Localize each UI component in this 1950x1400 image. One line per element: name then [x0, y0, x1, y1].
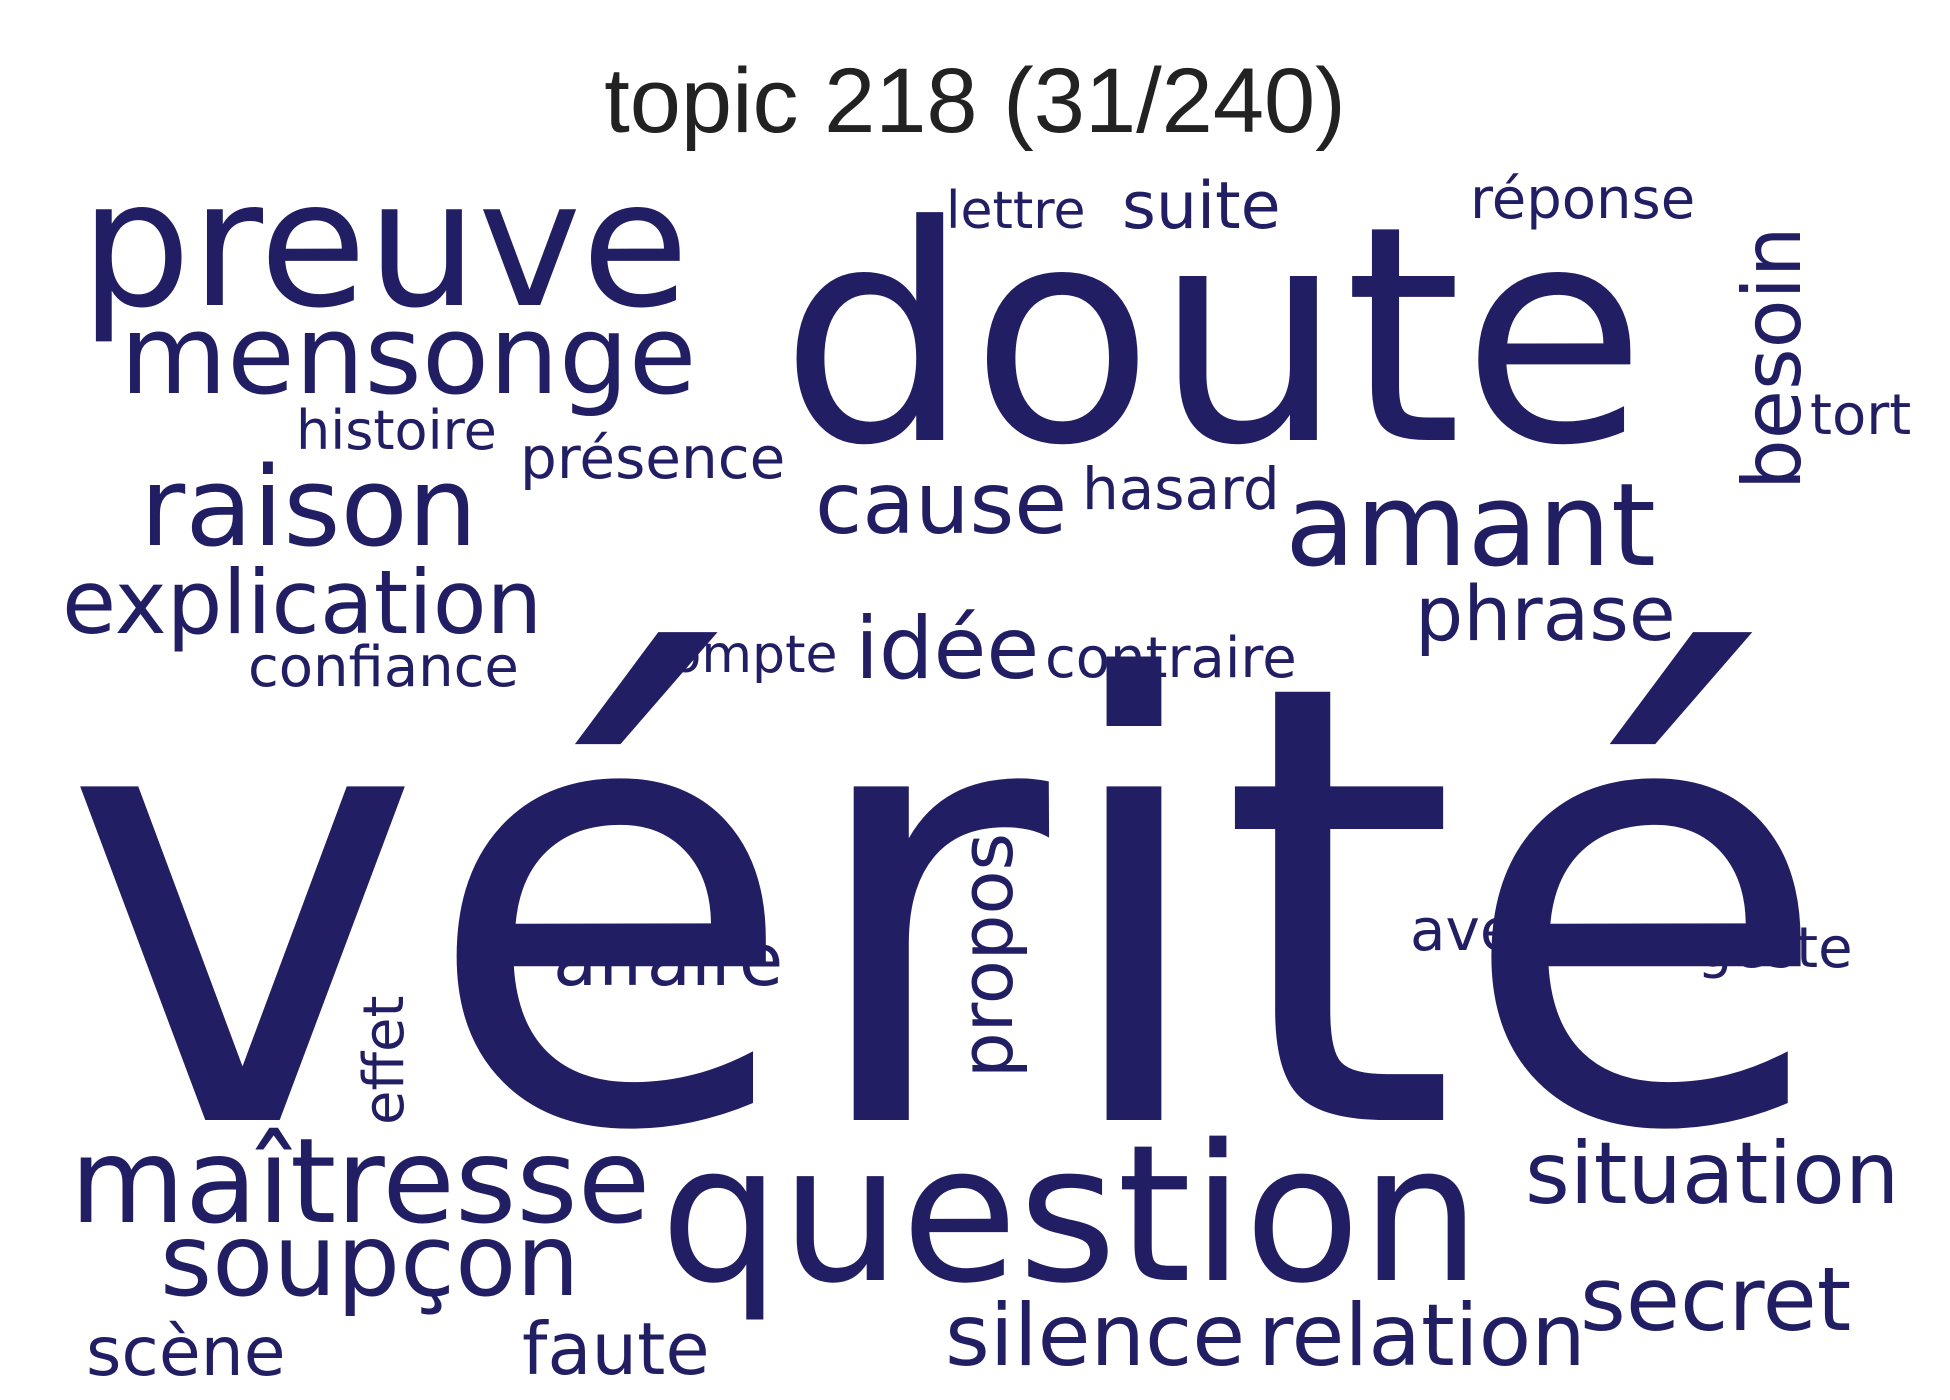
- word-amant: amant: [1285, 459, 1656, 593]
- word-maitresse: maîtresse: [70, 1112, 650, 1250]
- word-secret: secret: [1580, 1248, 1851, 1351]
- word-confiance: confiance: [248, 635, 519, 700]
- word-suite: suite: [1122, 169, 1281, 244]
- word-raison: raison: [140, 443, 478, 571]
- word-lettre: lettre: [946, 181, 1085, 241]
- chart-title: topic 218 (31/240): [604, 50, 1346, 152]
- word-verite: vérité: [62, 554, 1833, 1264]
- word-soupcon: soupçon: [160, 1202, 580, 1319]
- word-question: question: [660, 1104, 1481, 1325]
- word-geste: geste: [1697, 916, 1853, 981]
- word-compte: compte: [641, 625, 837, 685]
- word-phrase: phrase: [1415, 569, 1676, 658]
- word-silence: silence: [945, 1286, 1245, 1386]
- word-affaire: affaire: [553, 918, 783, 1002]
- word-hasard: hasard: [1082, 455, 1280, 523]
- word-propos: propos: [945, 833, 1029, 1078]
- word-reponse: réponse: [1470, 167, 1695, 232]
- word-besoin: besoin: [1726, 226, 1819, 490]
- word-doute: doute: [780, 162, 1646, 511]
- word-aveu: aveu: [1410, 896, 1552, 964]
- word-effet: effet: [352, 996, 417, 1125]
- word-presence: présence: [520, 424, 785, 492]
- word-idee: idée: [855, 599, 1039, 699]
- word-explication: explication: [62, 551, 542, 654]
- word-faute: faute: [522, 1307, 710, 1391]
- word-relation: relation: [1258, 1286, 1586, 1386]
- word-histoire: histoire: [296, 399, 497, 462]
- word-preuve: preuve: [80, 144, 689, 347]
- word-tort: tort: [1810, 383, 1911, 448]
- word-cause: cause: [815, 454, 1067, 554]
- word-scene: scène: [86, 1313, 286, 1392]
- word-situation: situation: [1525, 1124, 1899, 1224]
- word-contraire: contraire: [1045, 626, 1297, 691]
- word-mensonge: mensonge: [120, 291, 696, 419]
